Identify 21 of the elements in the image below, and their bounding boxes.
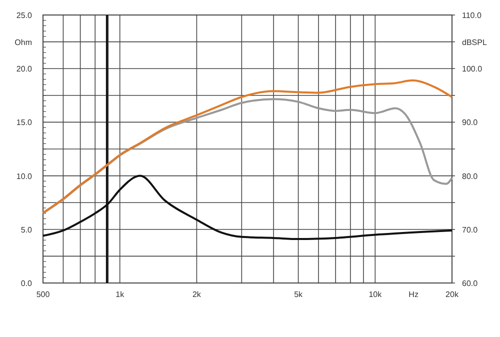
x-tick-label: 20k — [446, 290, 460, 299]
y-tick-label: 25.0 — [16, 11, 33, 20]
y-tick-label: 10.0 — [16, 172, 33, 181]
x-axis-title: Hz — [408, 290, 418, 299]
y2-tick-label: 70.0 — [462, 225, 478, 234]
x-tick-label: 2k — [192, 290, 202, 299]
y2-axis-title: dBSPL — [462, 38, 488, 47]
y2-tick-label: 60.0 — [462, 279, 478, 288]
y-tick-label: 0.0 — [20, 279, 33, 288]
x-tick-label: 500 — [36, 290, 50, 299]
y2-tick-label: 110.0 — [462, 11, 482, 20]
y-axis-title: Ohm — [14, 38, 32, 47]
y-tick-label: 15.0 — [16, 118, 33, 128]
y2-tick-label: 100.0 — [462, 64, 483, 74]
y2-tick-label: 90.0 — [462, 118, 478, 128]
y2-tick-label: 80.0 — [462, 172, 478, 181]
y-tick-label: 5.0 — [20, 225, 33, 234]
y-tick-label: 20.0 — [16, 64, 33, 74]
x-tick-label: 10k — [368, 290, 383, 299]
x-tick-label: 1k — [116, 290, 126, 299]
x-tick-label: 5k — [294, 290, 304, 299]
